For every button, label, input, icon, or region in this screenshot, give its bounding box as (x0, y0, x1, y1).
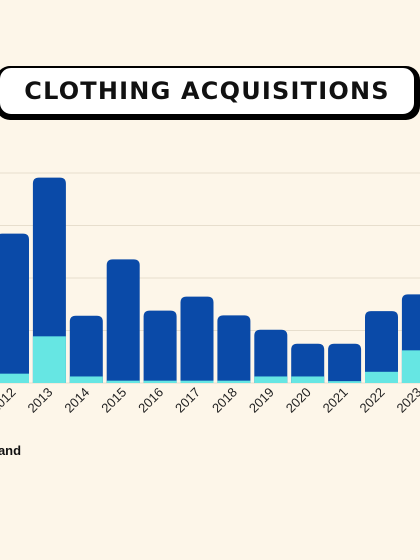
chart-title: CLOTHING ACQUISITIONS (24, 77, 390, 105)
x-tick-label: 2019 (246, 385, 277, 416)
bar-2021 (328, 343, 362, 383)
bar-2022 (365, 311, 398, 383)
bar-segment-2022 (365, 371, 398, 383)
x-tick-label: 2015 (98, 385, 129, 416)
bar-segment-2018 (217, 380, 251, 383)
bar-2013 (32, 177, 66, 383)
bar-2020 (291, 343, 325, 383)
x-tick-label: 2020 (283, 385, 314, 416)
x-tick-label: 2018 (209, 385, 240, 416)
x-tick-label: 2013 (24, 385, 55, 416)
x-tick-label: 2023 (393, 385, 420, 416)
bar-segment-2023 (401, 350, 420, 383)
legend-label-secondhand: hand (0, 443, 22, 458)
bar-segment-2013 (32, 336, 66, 383)
chart-title-card: CLOTHING ACQUISITIONS (0, 66, 416, 116)
chart-x-ticks: 2012 2013 2014 2015 2016 2017 2018 2019 2020 2021… (0, 385, 420, 416)
x-tick-label: 2014 (61, 385, 92, 416)
bar-segment-2015 (106, 380, 140, 383)
x-tick-label: 2016 (135, 385, 166, 416)
bar-2019 (254, 329, 288, 383)
bar-segment-2021 (328, 381, 362, 383)
bar-2018 (217, 315, 251, 383)
bar-segment-2016 (143, 380, 177, 383)
x-tick-label: 2021 (320, 385, 351, 416)
bar-segment-2020 (291, 376, 325, 383)
x-tick-label: 2022 (357, 385, 388, 416)
bar-2015 (106, 259, 140, 383)
chart-bars (0, 177, 420, 383)
bar-2017 (180, 296, 214, 383)
bar-2016 (143, 310, 177, 383)
bar-segment-2014 (69, 376, 103, 383)
chart-title-frame: CLOTHING ACQUISITIONS (0, 66, 420, 120)
bar-segment-2019 (254, 376, 288, 383)
x-tick-label: 2012 (0, 385, 19, 416)
bar-2014 (69, 315, 103, 383)
bar-segment-2017 (180, 380, 214, 383)
bar-2012 (0, 233, 29, 383)
x-tick-label: 2017 (172, 385, 203, 416)
bar-segment-2012 (0, 373, 29, 383)
